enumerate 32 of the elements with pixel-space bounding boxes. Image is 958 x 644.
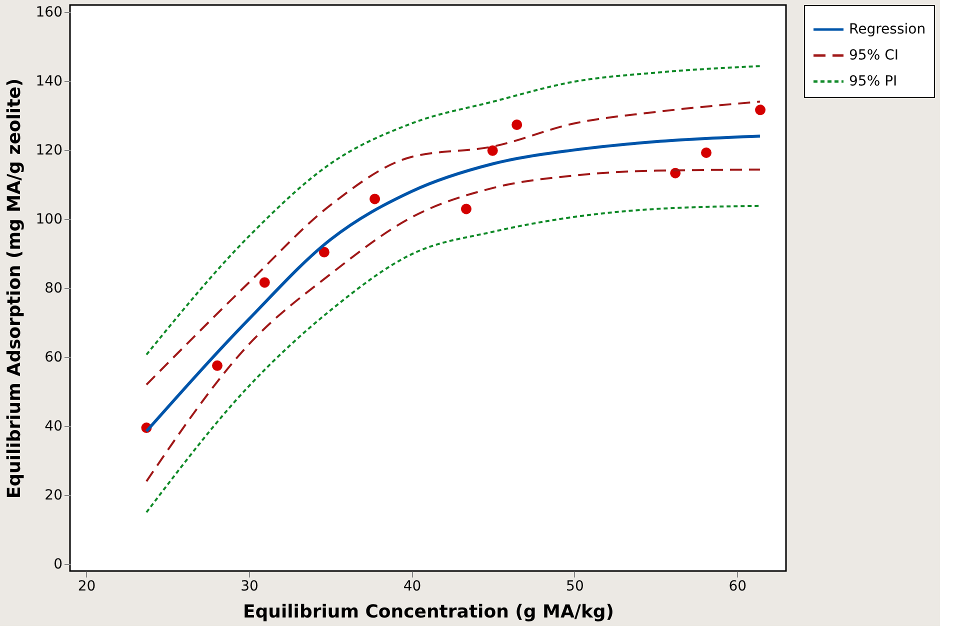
point bbox=[512, 120, 522, 130]
point bbox=[487, 145, 498, 156]
y-tick-label: 60 bbox=[44, 350, 62, 366]
point bbox=[755, 104, 766, 116]
legend-label: 95% CI bbox=[849, 48, 898, 64]
y-axis-title: Equilibrium Adsorption (mg MA/g zeolite) bbox=[4, 78, 25, 499]
x-axis-title: Equilibrium Concentration (g MA/kg) bbox=[242, 602, 614, 622]
line-series bbox=[145, 168, 761, 482]
point bbox=[701, 147, 712, 158]
point bbox=[212, 360, 223, 371]
y-tick-label: 0 bbox=[54, 556, 62, 573]
y-tick-label: 160 bbox=[36, 4, 62, 20]
point bbox=[259, 277, 270, 288]
x-tick-label: 20 bbox=[78, 578, 96, 594]
y-tick-label: 100 bbox=[36, 211, 62, 228]
line-series bbox=[145, 204, 761, 514]
y-tick-label: 20 bbox=[44, 488, 62, 504]
y-tick-label: 40 bbox=[44, 418, 62, 435]
point bbox=[318, 246, 330, 258]
line-series bbox=[145, 65, 761, 356]
line-series bbox=[145, 100, 761, 386]
y-tick-label: 80 bbox=[44, 280, 62, 296]
x-tick-label: 40 bbox=[403, 578, 422, 594]
x-tick-label: 30 bbox=[240, 578, 258, 594]
y-tick-label: 140 bbox=[36, 73, 62, 90]
legend-label: Regression bbox=[849, 22, 926, 38]
y-tick-label: 120 bbox=[36, 142, 62, 158]
legend-label: 95% PI bbox=[849, 74, 898, 90]
point bbox=[460, 204, 472, 214]
x-tick-label: 60 bbox=[728, 578, 747, 594]
x-tick-label: 50 bbox=[566, 578, 584, 594]
point bbox=[370, 194, 380, 204]
